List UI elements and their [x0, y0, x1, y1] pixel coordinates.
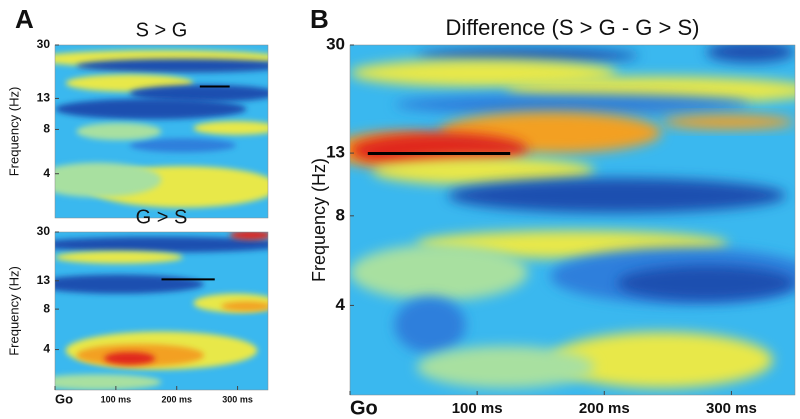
- y-tick-label: 8: [43, 301, 50, 315]
- chart-title: S > G: [136, 19, 188, 41]
- x-tick-label: 100 ms: [452, 400, 503, 417]
- y-tick-label: 13: [326, 143, 345, 162]
- x-tick-label: 100 ms: [101, 394, 132, 404]
- y-axis-label: Frequency (Hz): [6, 87, 21, 177]
- heatmap-blob: [394, 297, 466, 353]
- heatmap: [350, 45, 795, 395]
- heatmap-blob: [221, 301, 268, 311]
- heatmap-blob: [617, 265, 795, 301]
- y-tick-label: 8: [43, 122, 50, 136]
- y-tick-label: 13: [37, 91, 51, 105]
- heatmap-blob: [350, 59, 617, 87]
- heatmap-blob: [706, 45, 795, 63]
- y-tick-label: 30: [37, 224, 51, 238]
- heatmap-blob: [416, 346, 595, 388]
- heatmap-blob: [550, 332, 773, 388]
- heatmap: [55, 45, 268, 218]
- y-tick-label: 8: [336, 205, 345, 224]
- y-tick-label: 4: [336, 295, 346, 314]
- heatmap-blob: [350, 244, 528, 301]
- heatmap-blob: [55, 250, 183, 264]
- heatmap-blob: [55, 274, 205, 294]
- heatmap-blob: [55, 236, 268, 253]
- y-tick-label: 30: [326, 34, 345, 53]
- heatmap-blob: [55, 162, 162, 198]
- heatmap-blob: [55, 374, 162, 390]
- heatmap-blob: [103, 352, 156, 365]
- heatmap-blob: [447, 178, 787, 213]
- heatmap-blob: [372, 157, 595, 185]
- y-axis-label: Frequency (Hz): [309, 158, 329, 282]
- heatmap-blob: [55, 98, 247, 120]
- chart-title: Difference (S > G - G > S): [446, 15, 700, 40]
- plot-frame: [54, 231, 269, 391]
- heatmap-blob: [661, 115, 795, 129]
- heatmap-blob: [416, 48, 640, 63]
- x-tick-label: 200 ms: [579, 400, 630, 417]
- y-tick-label: 4: [43, 166, 50, 180]
- heatmap-blob: [229, 232, 268, 240]
- x-tick-label: Go: [350, 397, 378, 419]
- chart-title: G > S: [136, 206, 188, 228]
- y-tick-label: 4: [43, 342, 50, 356]
- y-axis-label: Frequency (Hz): [6, 266, 21, 356]
- heatmap-blob: [193, 121, 268, 135]
- panel-label: B: [310, 4, 329, 34]
- x-tick-label: Go: [55, 391, 73, 406]
- x-tick-label: 200 ms: [161, 394, 192, 404]
- heatmap-blob: [129, 138, 237, 153]
- x-tick-label: 300 ms: [706, 400, 757, 417]
- heatmap-blob: [129, 84, 268, 103]
- heatmap-blob: [394, 94, 751, 115]
- heatmap-blob: [76, 58, 268, 73]
- heatmap: [55, 232, 268, 390]
- x-tick-label: 300 ms: [222, 394, 253, 404]
- panel-label: A: [15, 4, 34, 34]
- y-tick-label: 13: [37, 273, 51, 287]
- heatmap-blob: [76, 122, 162, 141]
- plot-frame: [54, 44, 269, 219]
- y-tick-label: 30: [37, 37, 51, 51]
- plot-frame: [349, 44, 796, 396]
